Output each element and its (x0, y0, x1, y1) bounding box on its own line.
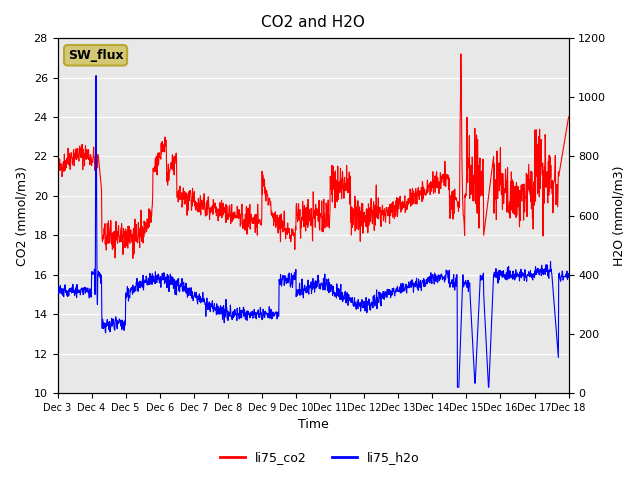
Title: CO2 and H2O: CO2 and H2O (261, 15, 365, 30)
X-axis label: Time: Time (298, 419, 328, 432)
Legend: li75_co2, li75_h2o: li75_co2, li75_h2o (215, 446, 425, 469)
Text: SW_flux: SW_flux (68, 49, 124, 62)
Y-axis label: H2O (mmol/m3): H2O (mmol/m3) (612, 166, 625, 266)
Y-axis label: CO2 (mmol/m3): CO2 (mmol/m3) (15, 166, 28, 265)
